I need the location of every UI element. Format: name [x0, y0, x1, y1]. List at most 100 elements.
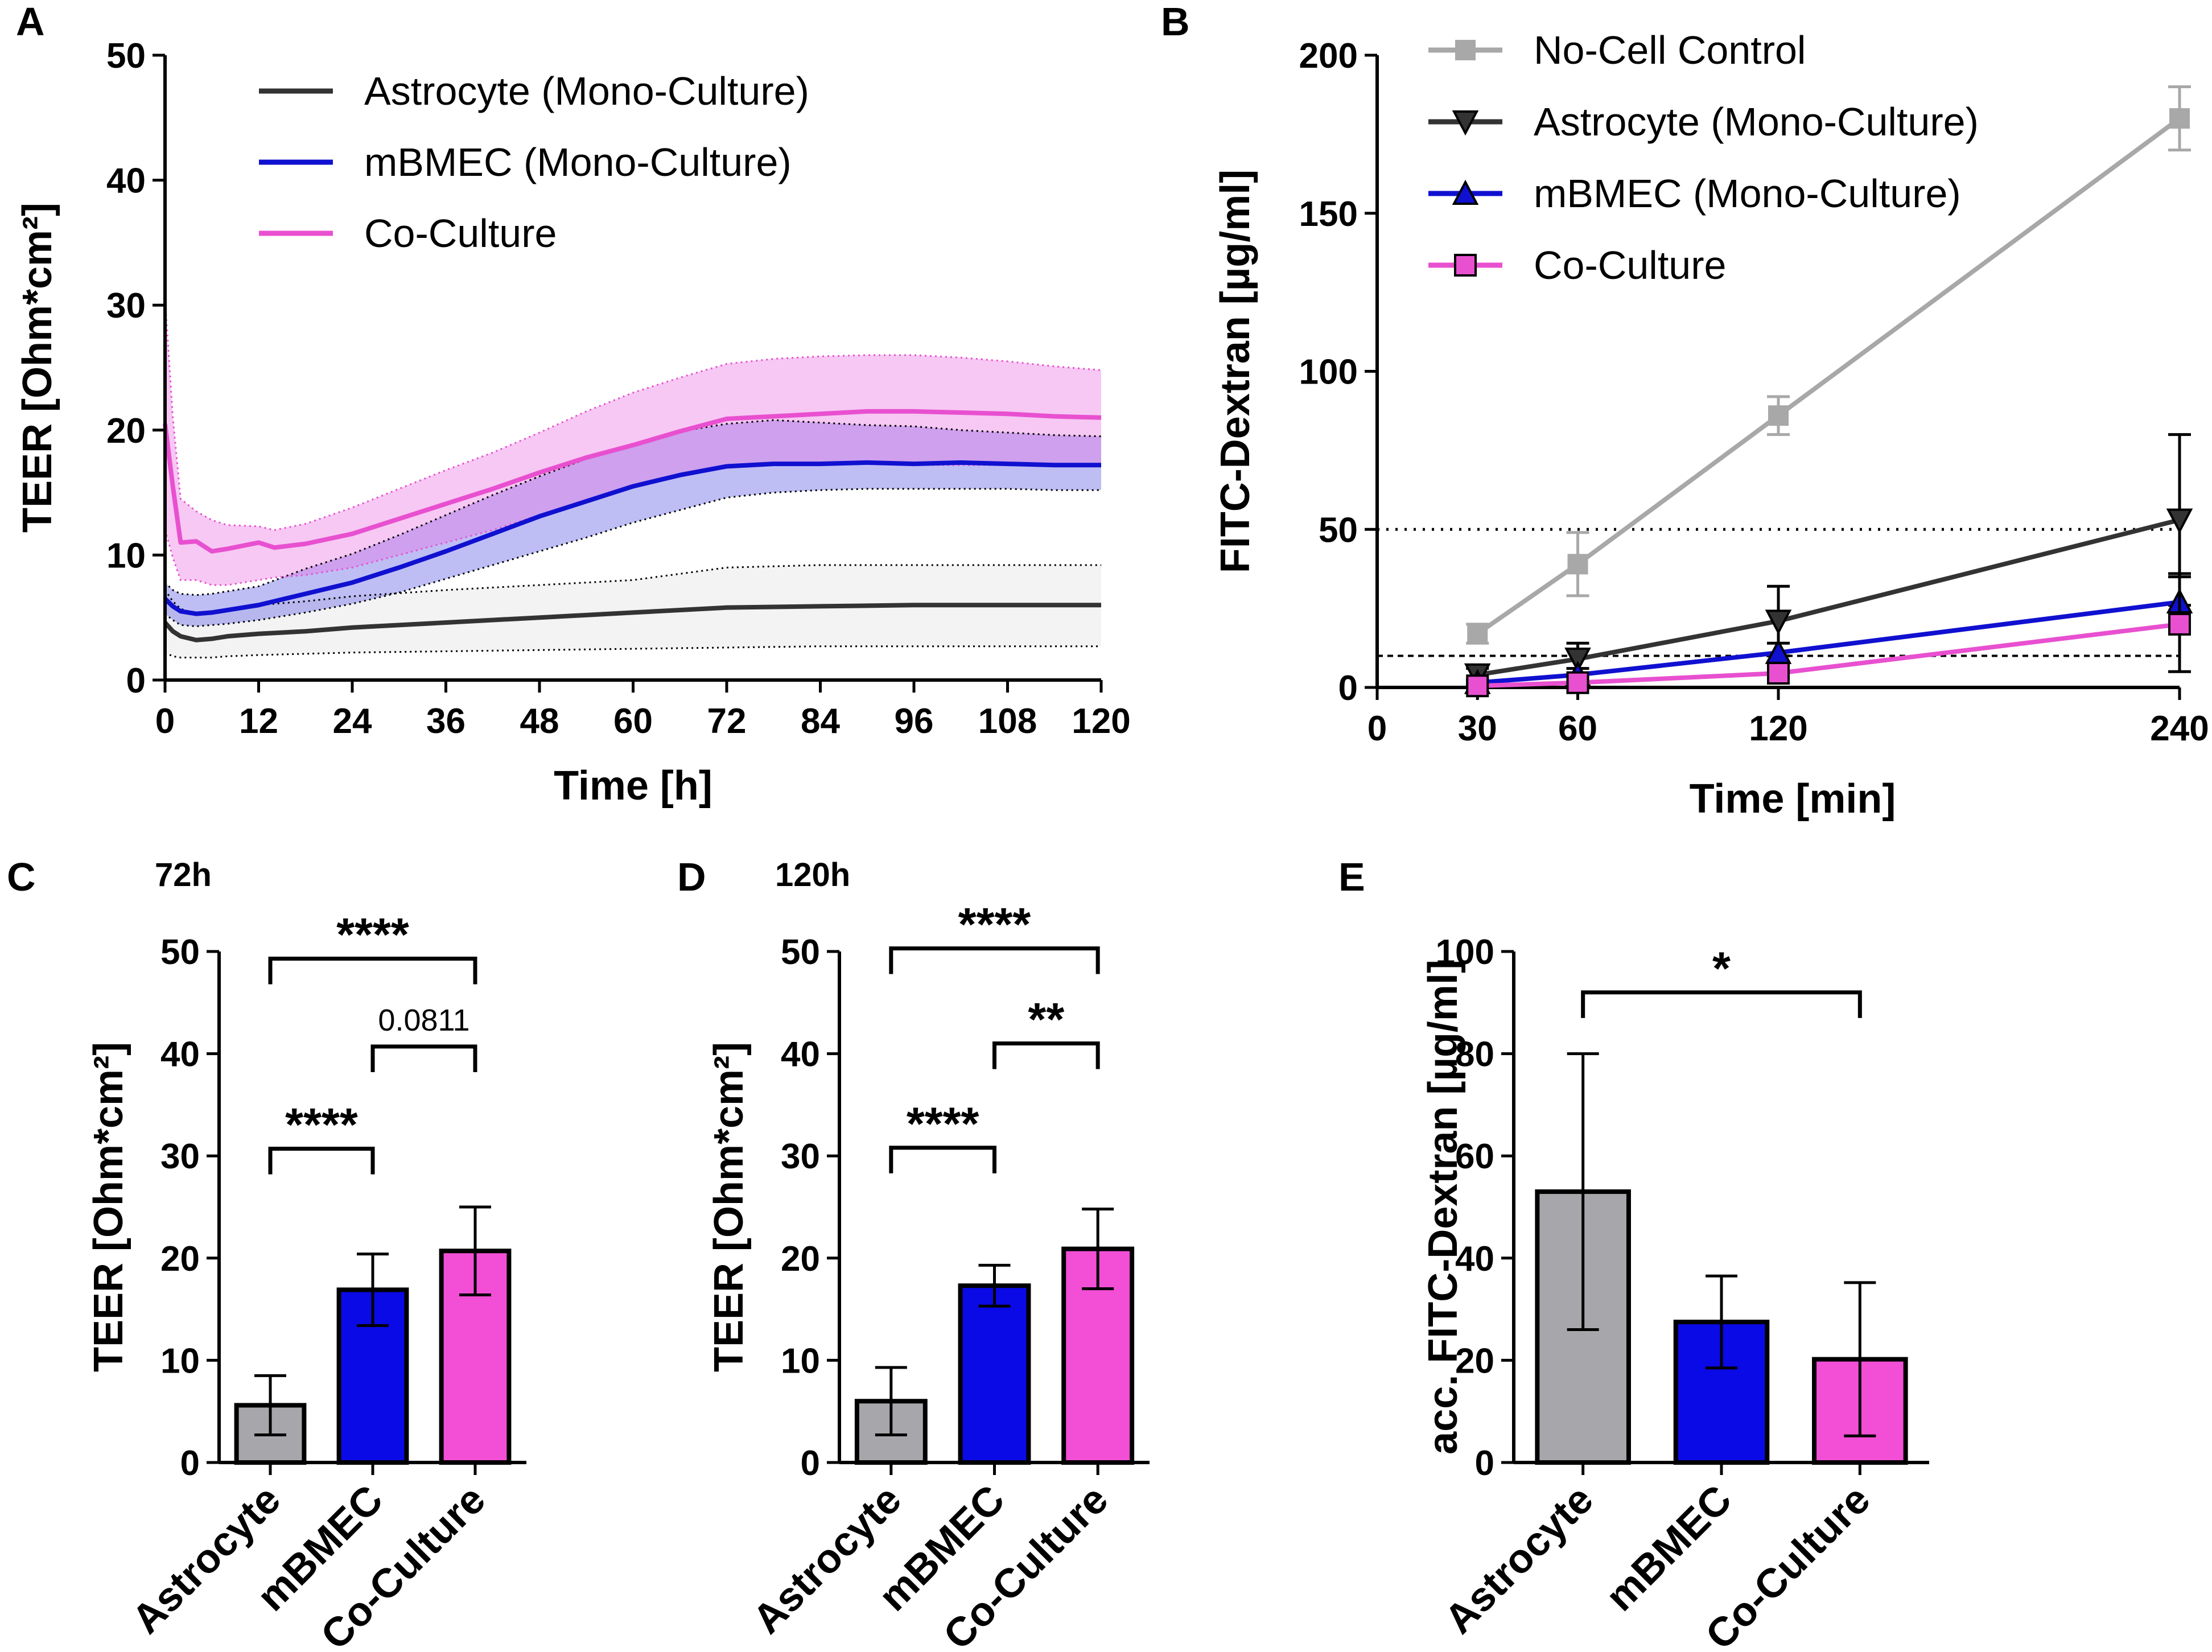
panel-letter-D: D [677, 855, 706, 899]
x-axis-label: Time [min] [1690, 776, 1896, 822]
data-point [2169, 108, 2190, 129]
significance-label: ** [1028, 994, 1064, 1046]
panel-a: A 0 10 20 30 40 50 TEER [Ohm*cm²] 0 12 24 36 48 60 72 8… [15, 0, 1131, 809]
y-tick-label: 20 [160, 1239, 200, 1279]
y-axis-label: TEER [Ohm*cm²] [86, 1042, 131, 1372]
x-category-label: Astrocyte [744, 1477, 910, 1642]
y-tick-label: 0 [126, 661, 146, 701]
significance-label: **** [336, 909, 409, 961]
legend-entry: Astrocyte (Mono-Culture) [259, 69, 809, 113]
legend-entry: mBMEC (Mono-Culture) [259, 140, 792, 184]
data-point [1767, 662, 1790, 685]
x-tick-label: 0 [1367, 709, 1387, 748]
legend-marker [1452, 110, 1479, 136]
y-axis-label: TEER [Ohm*cm²] [15, 203, 60, 533]
data-point [2166, 508, 2193, 534]
y-tick-label: 20 [1455, 1341, 1494, 1381]
significance-bracket [268, 957, 477, 984]
y-tick-label: 0 [1338, 669, 1358, 708]
y-tick-label: 150 [1299, 195, 1358, 234]
series-line [1476, 116, 2181, 636]
x-tick-label: 0 [155, 702, 175, 741]
x-category-label: Astrocyte [123, 1477, 289, 1642]
panel-e: EAstrocytemBMECCo-Culture020406080100acc… [1338, 855, 1929, 1652]
y-tick-label: 40 [160, 1035, 200, 1074]
x-tick-label: 108 [978, 702, 1037, 741]
y-tick-label: 60 [1455, 1137, 1494, 1176]
legend-label: Co-Culture [364, 211, 557, 256]
legend-marker [1455, 40, 1476, 60]
sd-bound-lower [164, 645, 1101, 658]
series-line [163, 460, 1101, 616]
series-line [1477, 517, 2180, 677]
significance-label: **** [285, 1099, 358, 1151]
y-tick-label: 30 [781, 1137, 820, 1176]
panel-letter-A: A [16, 0, 45, 44]
series-line [1477, 621, 2180, 689]
panel-subtitle: 72h [155, 856, 212, 893]
panel-letter-C: C [7, 855, 36, 899]
series-line [1477, 600, 2180, 685]
legend-label: No-Cell Control [1534, 28, 1806, 72]
y-tick-label: 200 [1299, 36, 1358, 76]
x-tick-label: 120 [1749, 709, 1807, 748]
panel-c: C 72hAstrocytemBMECCo-Culture01020304050T… [7, 855, 526, 1652]
series [1464, 433, 2193, 689]
x-tick-label: 48 [520, 702, 559, 741]
legend-marker [1454, 254, 1477, 277]
x-tick-label: 84 [801, 702, 840, 741]
x-tick-label: 120 [1072, 702, 1130, 741]
x-tick-label: 30 [1458, 709, 1497, 748]
x-tick-label: 36 [426, 702, 466, 741]
x-tick-label: 24 [333, 702, 372, 741]
series [1466, 85, 2191, 645]
data-point [1466, 674, 1489, 698]
sd-band [165, 420, 1101, 627]
legend-marker [1452, 179, 1479, 205]
x-tick-label: 240 [2150, 709, 2209, 748]
significance-label: **** [907, 1098, 979, 1150]
significance-bracket [370, 1044, 477, 1073]
y-tick-label: 10 [106, 536, 146, 575]
x-tick-label: 72 [707, 702, 747, 741]
y-tick-label: 0 [1475, 1444, 1494, 1483]
y-tick-label: 40 [106, 162, 146, 201]
significance-bracket [268, 1147, 375, 1175]
y-tick-label: 80 [1455, 1035, 1494, 1074]
data-point [1564, 648, 1591, 673]
y-tick-label: 50 [1319, 510, 1358, 550]
significance-bracket [1581, 990, 1862, 1018]
sd-band [165, 299, 1101, 586]
y-tick-label: 100 [1436, 933, 1494, 972]
legend-label: mBMEC (Mono-Culture) [1534, 171, 1961, 216]
y-axis-label: FITC-Dextran [µg/ml] [1213, 170, 1258, 574]
panel-letter-E: E [1338, 855, 1365, 899]
series [1466, 575, 2191, 698]
data-point [1567, 554, 1588, 575]
y-tick-label: 50 [160, 933, 200, 972]
significance-bracket [889, 946, 1100, 974]
y-tick-label: 40 [1455, 1239, 1494, 1279]
y-tick-label: 30 [160, 1137, 200, 1176]
legend-entry: Co-Culture [1428, 243, 1726, 287]
x-category-label: mBMEC [1597, 1477, 1741, 1620]
x-axis-label: Time [h] [554, 763, 712, 809]
y-tick-label: 50 [781, 933, 820, 972]
panel-b: B 0 50 100 150 200 FITC-Dextran [µg/ml] 0 30 60 12… [1161, 0, 2209, 822]
series-line [163, 603, 1101, 642]
x-tick-label: 60 [613, 702, 653, 741]
y-tick-label: 20 [781, 1239, 820, 1279]
panel-d: D 120hAstrocytemBMECCo-Culture01020304050… [677, 855, 1150, 1652]
y-tick-label: 20 [106, 411, 146, 451]
data-point [1768, 405, 1789, 426]
y-tick-label: 50 [106, 36, 146, 76]
sd-bound-upper [164, 299, 1102, 532]
sd-bound-lower [164, 488, 1101, 628]
y-tick-label: 0 [180, 1444, 200, 1483]
significance-label: 0.0811 [378, 1003, 469, 1037]
data-point [1566, 671, 1589, 694]
significance-bracket [889, 1146, 996, 1173]
data-point [1467, 623, 1488, 644]
legend-entry: Astrocyte (Mono-Culture) [1428, 100, 1979, 144]
